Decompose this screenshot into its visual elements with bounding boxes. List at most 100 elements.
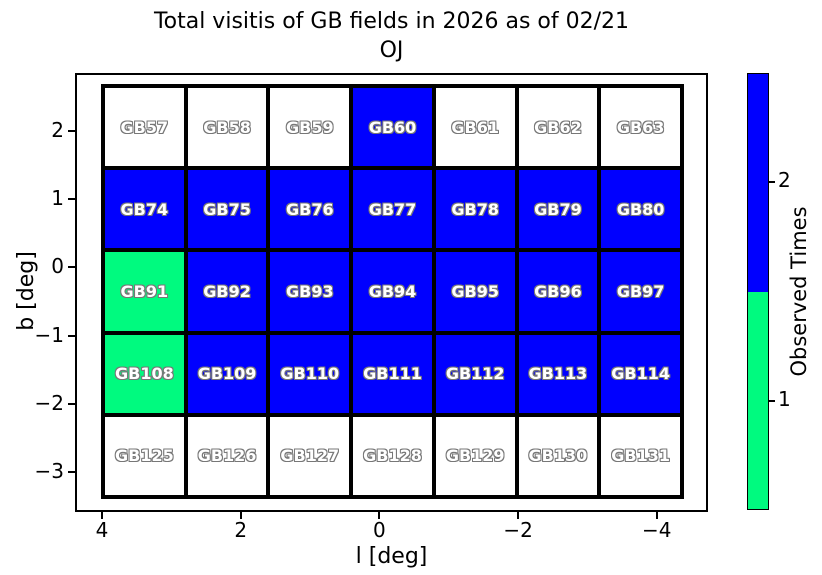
grid-cell-label: GB59 [285,117,334,137]
grid-cell-label: GB63 [616,117,665,137]
x-tick-0-label: 0 [373,518,386,542]
grid-cell-label: GB128 [363,446,422,466]
y-tick-−2-mark [68,402,75,405]
grid-cell-GB112: GB112 [433,332,517,415]
x-axis-label: l [deg] [355,544,428,569]
y-tick-2-mark [68,130,75,132]
plot-area-frame [75,73,708,512]
grid-cell-label: GB113 [528,364,588,384]
y-tick-−3-mark [68,471,75,473]
x-tick-0-mark [378,512,381,519]
grid-cell-label: GB126 [197,446,257,466]
y-tick-0-mark [68,266,75,269]
grid-cell-GB77: GB77 [351,168,434,251]
grid-cell-GB128: GB128 [351,414,434,497]
grid-cell-GB96: GB96 [516,250,600,333]
grid-cell-label: GB62 [534,117,582,137]
grid-cell-GB97: GB97 [599,250,682,333]
grid-cell-GB131: GB131 [599,414,682,497]
grid-cell-label: GB94 [368,281,417,301]
grid-cell-label: GB60 [368,117,417,137]
grid-cell-label: GB114 [611,364,670,384]
grid-cell-GB59: GB59 [268,86,352,169]
y-tick-1-mark [68,198,75,201]
field-grid: GB57 GB58 GB59 GB60 GB61 GB62 GB63 GB74 GB75 GB76… [101,84,684,499]
grid-cell-label: GB125 [114,446,174,466]
grid-cell-GB92: GB92 [185,250,269,333]
grid-cell-GB57: GB57 [103,86,186,169]
y-tick-1-label: 1 [51,186,64,211]
grid-cell-GB109: GB109 [185,332,269,415]
grid-cell-GB78: GB78 [433,168,517,251]
grid-cell-GB130: GB130 [516,414,600,497]
grid-cell-label: GB131 [611,446,670,466]
grid-cell-label: GB130 [528,446,588,466]
grid-cell-label: GB129 [445,446,505,466]
grid-cell-label: GB93 [285,281,334,301]
grid-cell-label: GB78 [451,199,499,219]
grid-cell-GB60: GB60 [351,86,434,169]
x-tick-2-label: 2 [234,518,248,542]
y-tick-−1-label: −1 [34,322,64,347]
grid-cell-GB76: GB76 [268,168,352,251]
grid-cell-label: GB75 [203,199,251,219]
grid-cell-label: GB76 [285,199,334,219]
x-tick-−2-mark [517,512,520,519]
grid-cell-label: GB74 [120,199,169,219]
x-tick-4-label: 4 [95,518,109,542]
colorbar-tick-1-label: 1 [778,386,791,411]
grid-cell-GB95: GB95 [433,250,517,333]
grid-cell-label: GB58 [203,117,251,137]
grid-cell-GB113: GB113 [516,332,600,415]
grid-cell-GB114: GB114 [599,332,682,415]
y-axis-label: b [deg] [14,251,39,331]
y-tick-2-label: 2 [51,118,64,142]
y-tick-−2-label: −2 [34,390,64,415]
x-tick-4-mark [101,512,103,519]
grid-cell-GB61: GB61 [433,86,517,169]
grid-cell-label: GB110 [280,364,340,384]
grid-cell-label: GB95 [451,281,499,301]
grid-cell-GB111: GB111 [351,332,434,415]
grid-cell-GB91: GB91 [103,250,186,333]
grid-cell-label: GB111 [363,364,422,384]
colorbar-tick-1-mark [769,399,775,402]
grid-cell-GB94: GB94 [351,250,434,333]
colorbar [747,73,769,510]
colorbar-tick-2-label: 2 [778,168,791,193]
grid-cell-GB62: GB62 [516,86,600,169]
y-tick-−1-mark [68,334,75,337]
grid-cell-GB58: GB58 [185,86,269,169]
grid-cell-label: GB108 [114,364,174,384]
chart-title: Total visitis of GB fields in 2026 as of… [75,7,708,65]
grid-cell-label: GB61 [451,117,499,137]
colorbar-segment-2 [748,74,768,292]
grid-cell-GB108: GB108 [103,332,186,415]
grid-cell-label: GB96 [534,281,582,301]
chart-title-line1: Total visitis of GB fields in 2026 as of… [153,9,630,34]
grid-cell-GB125: GB125 [103,414,186,497]
grid-cell-label: GB92 [203,281,251,301]
grid-cell-GB80: GB80 [599,168,682,251]
grid-cell-label: GB112 [445,364,505,384]
grid-cell-GB63: GB63 [599,86,682,169]
x-tick-−2-label: −2 [503,518,533,542]
grid-cell-label: GB77 [368,199,417,219]
x-tick-2-mark [239,512,242,519]
grid-cell-GB93: GB93 [268,250,352,333]
grid-cell-GB127: GB127 [268,414,352,497]
grid-cell-GB129: GB129 [433,414,517,497]
chart-title-line2: OJ [379,38,404,63]
grid-cell-label: GB109 [197,364,257,384]
y-tick-−3-label: −3 [34,459,64,483]
colorbar-segment-1 [748,291,768,509]
x-tick-−4-mark [655,512,658,519]
grid-cell-label: GB97 [616,281,665,301]
grid-cell-GB126: GB126 [185,414,269,497]
grid-cell-GB79: GB79 [516,168,600,251]
grid-cell-GB110: GB110 [268,332,352,415]
grid-cell-label: GB127 [280,446,340,466]
y-tick-0-label: 0 [51,254,64,279]
grid-cell-label: GB79 [534,199,582,219]
